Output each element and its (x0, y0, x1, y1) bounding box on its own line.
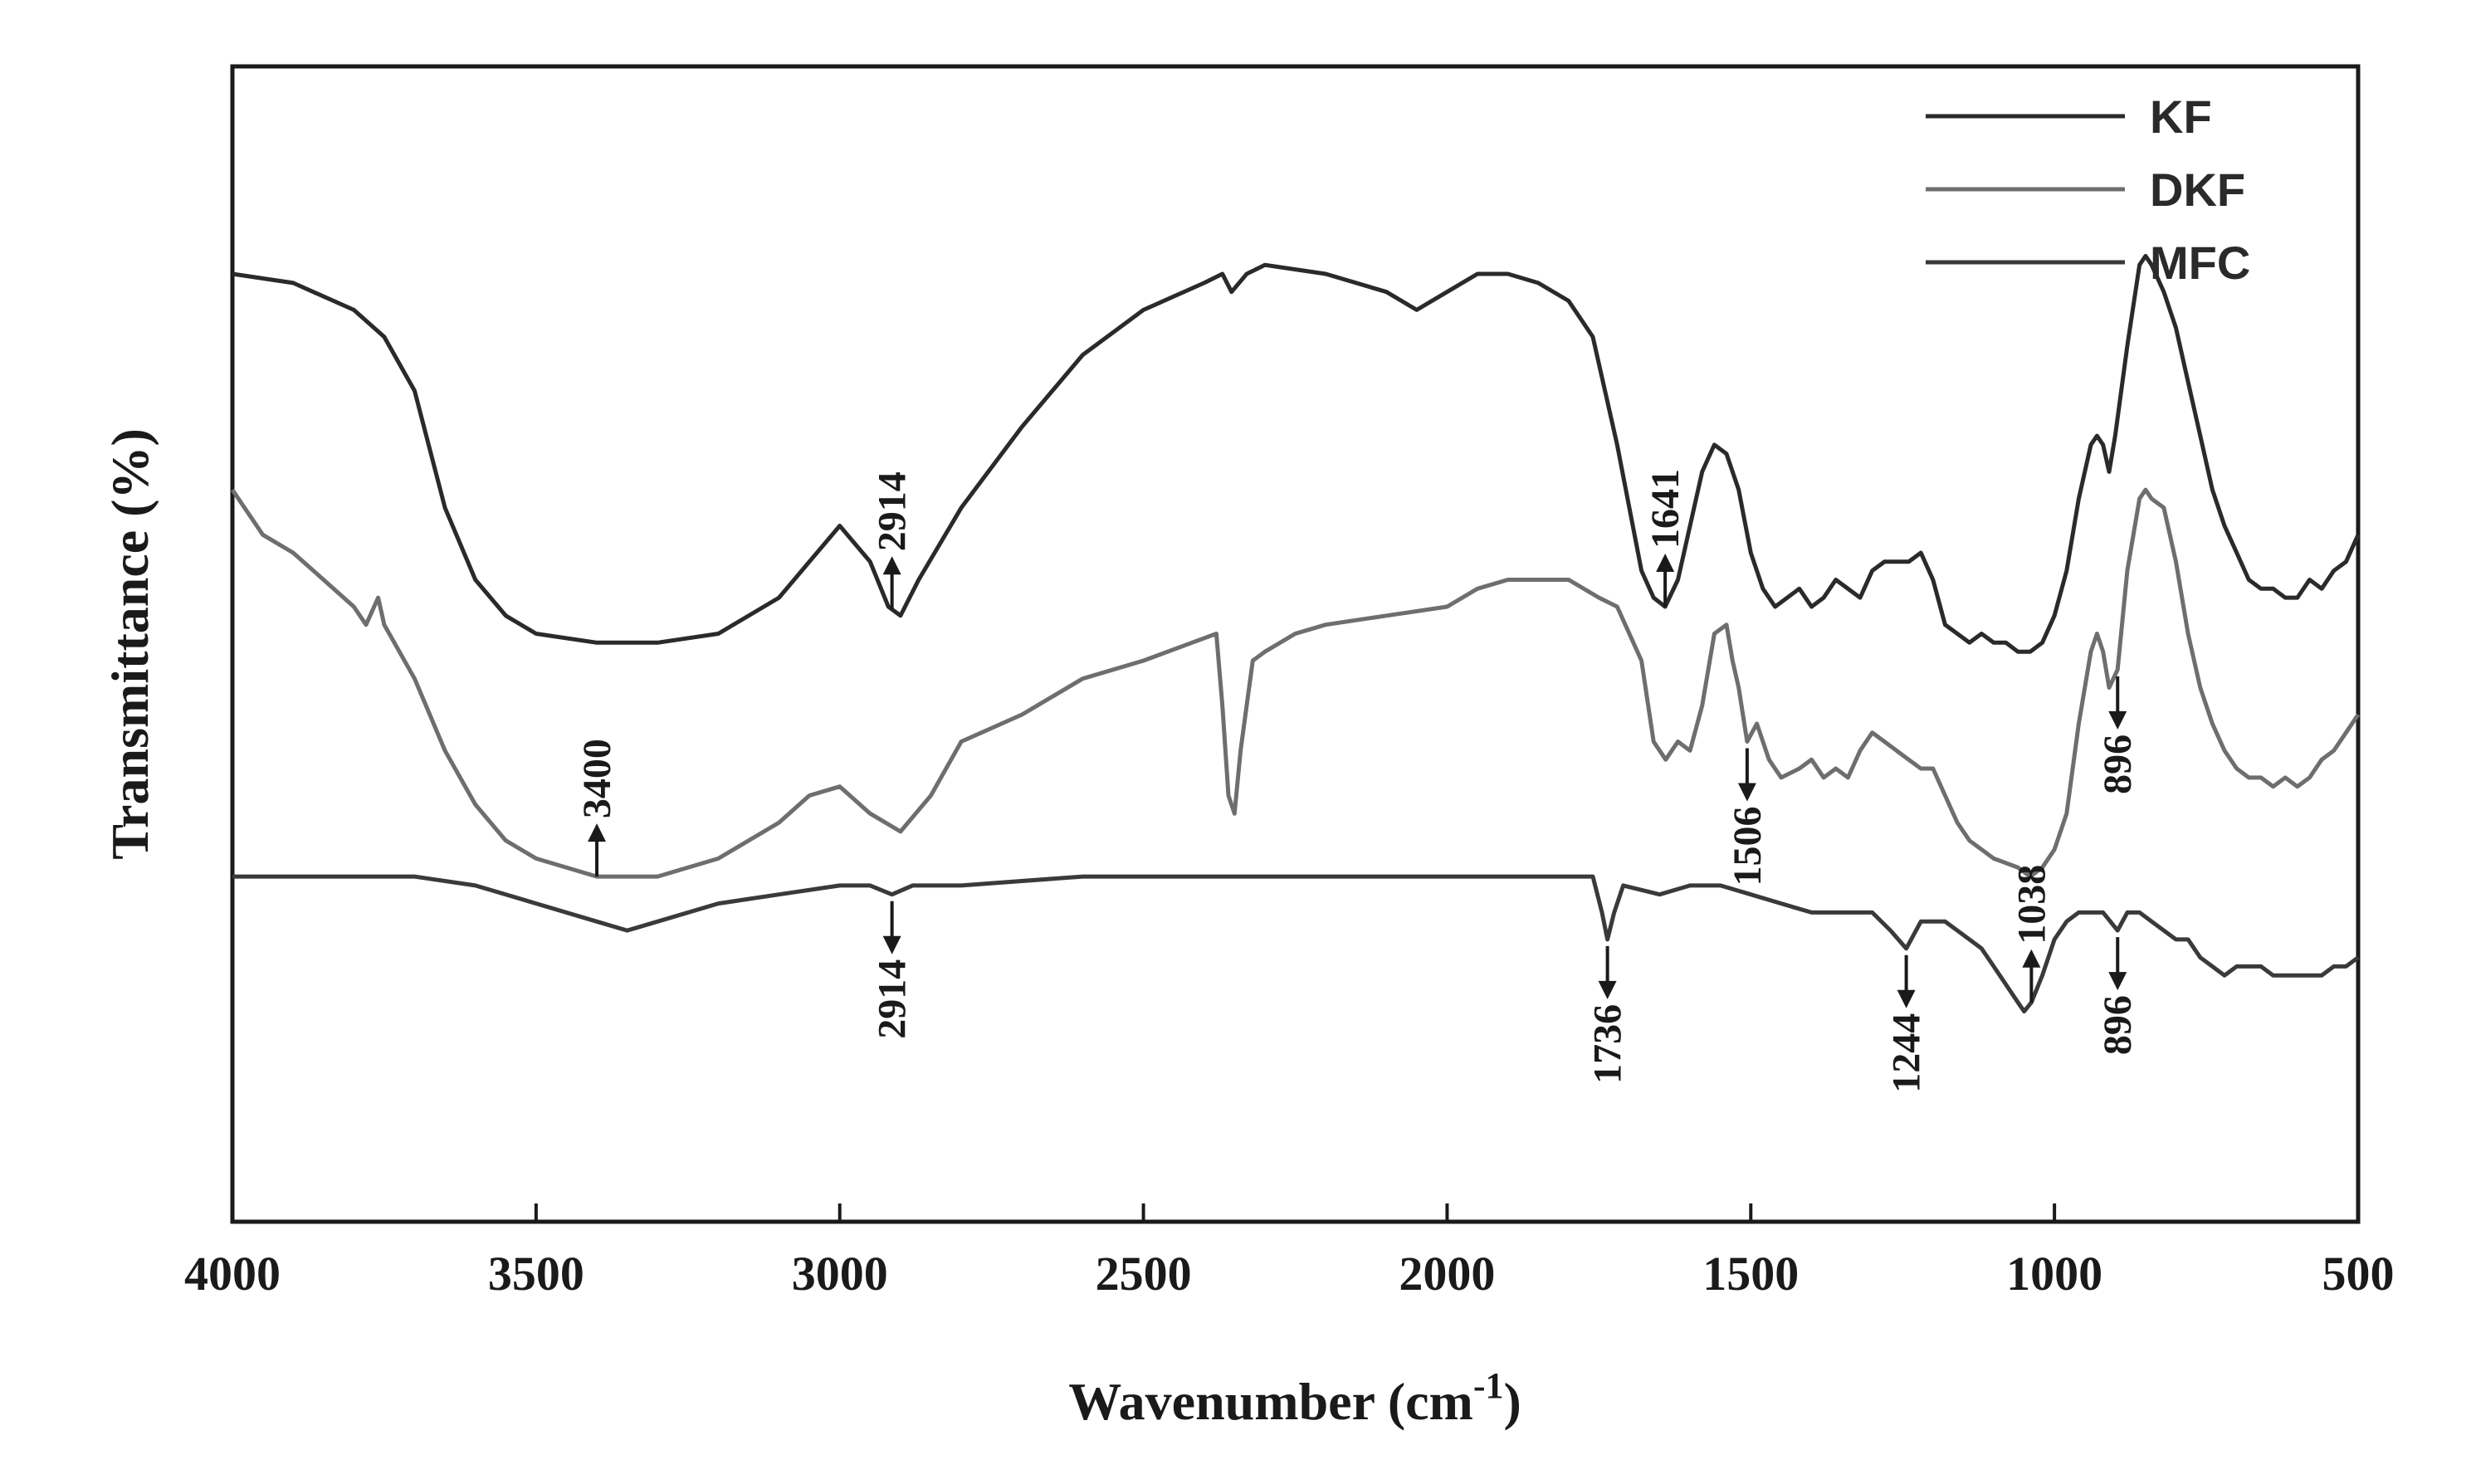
annotation-dkf-896: 896 (2096, 676, 2140, 794)
x-axis-title: Wavenumber (cm-1) (1068, 1365, 1521, 1431)
series-line-mfc (232, 874, 2360, 1014)
x-axis: 4000 3500 3000 2500 2000 1500 1000 500 (184, 1203, 2395, 1301)
series-line-kf (232, 253, 2361, 654)
annotation-arrowhead (882, 556, 901, 575)
plot-frame (230, 64, 2361, 1224)
annotation-label: 1506 (1726, 807, 1770, 886)
x-axis-title-sup: -1 (1473, 1365, 1504, 1406)
annotation-arrowhead (2108, 972, 2127, 991)
y-axis-title: Transmittance (%) (100, 428, 159, 860)
annotation-label: 1038 (2010, 865, 2054, 945)
annotation-mfc-1244: 1244 (1885, 954, 1929, 1093)
annotation-arrowhead (1897, 989, 1916, 1008)
annotation-label: 896 (2096, 995, 2140, 1055)
annotation-arrowhead (588, 823, 607, 842)
annotation-label: 1736 (1586, 1004, 1630, 1084)
annotation-arrowhead (1598, 980, 1617, 999)
annotation-arrowhead (1737, 783, 1756, 802)
x-tick-label-500: 500 (2322, 1247, 2395, 1301)
annotation-label: 2914 (871, 959, 915, 1039)
annotation-arrowhead (2022, 949, 2041, 968)
annotation-mfc-2914: 2914 (871, 901, 915, 1039)
x-tick-label-1000: 1000 (2006, 1247, 2102, 1301)
annotation-label: 896 (2096, 735, 2140, 794)
x-axis-title-main: Wavenumber (cm (1068, 1372, 1473, 1431)
annotation-label: 1641 (1643, 469, 1687, 549)
x-tick-label-3500: 3500 (488, 1247, 584, 1301)
x-tick-label-3000: 3000 (792, 1247, 888, 1301)
x-tick-label-4000: 4000 (184, 1247, 281, 1301)
x-tick-label-1500: 1500 (1702, 1247, 1799, 1301)
annotation-mfc-896: 896 (2096, 937, 2140, 1055)
annotation-label: 1244 (1885, 1013, 1929, 1093)
annotation-dkf-3400: 3400 (575, 739, 619, 877)
annotation-layer: 2914 1641 3400 1506 896 2914 1736 1244 1038 896 (575, 469, 2140, 1093)
annotation-mfc-1736: 1736 (1586, 945, 1630, 1084)
series-layer (230, 253, 2361, 1014)
x-tick-label-2000: 2000 (1399, 1247, 1495, 1301)
legend-label-kf: KF (2150, 90, 2212, 143)
annotation-mfc-1038: 1038 (2010, 865, 2054, 1003)
annotation-dkf-1506: 1506 (1726, 748, 1770, 886)
legend: KF DKF MFC (1926, 90, 2250, 289)
x-tick-label-2500: 2500 (1096, 1247, 1192, 1301)
annotation-arrowhead (1656, 553, 1675, 572)
x-axis-title-end: ) (1504, 1372, 1521, 1431)
legend-label-mfc: MFC (2150, 237, 2250, 289)
annotation-label: 2914 (871, 471, 915, 551)
annotation-arrowhead (882, 935, 901, 954)
series-line-dkf (230, 487, 2361, 879)
annotation-kf-2914: 2914 (871, 471, 915, 610)
annotation-label: 3400 (575, 739, 619, 818)
annotation-arrowhead (2108, 710, 2127, 730)
legend-label-dkf: DKF (2150, 164, 2245, 216)
annotation-kf-1641: 1641 (1643, 469, 1687, 607)
